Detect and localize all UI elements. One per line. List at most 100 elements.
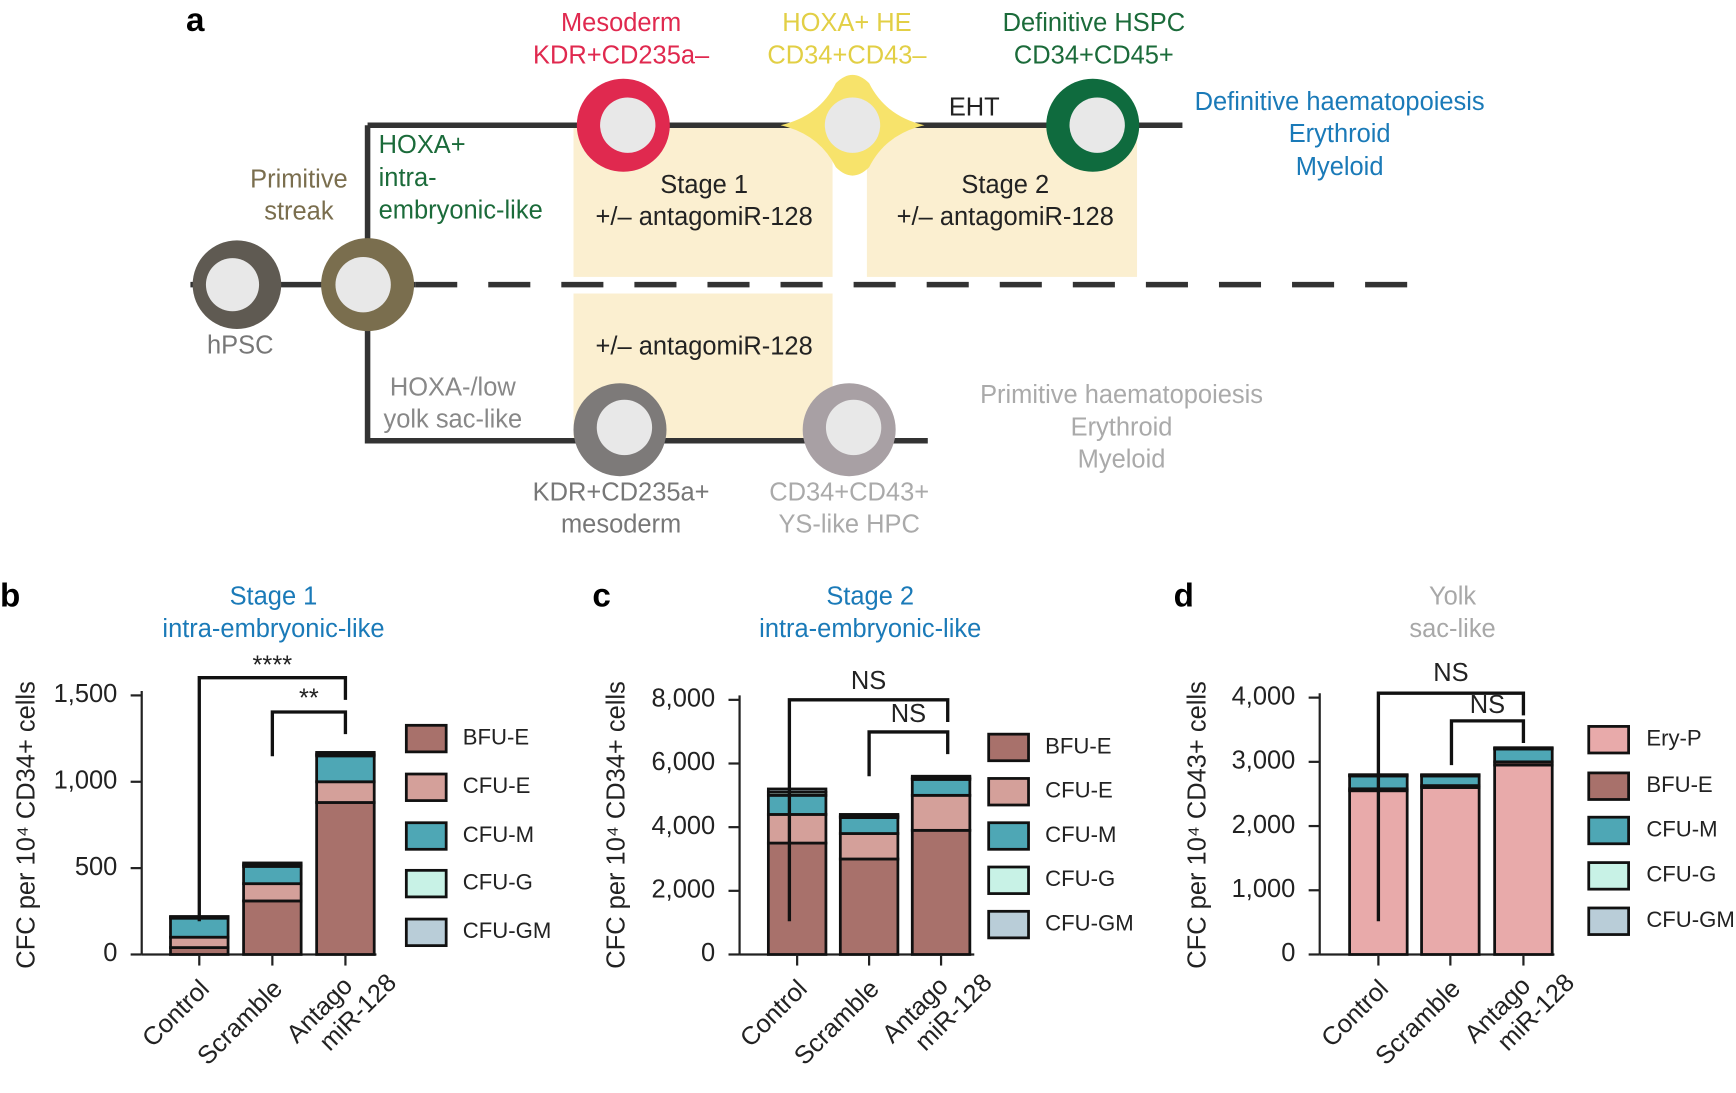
chart-title: intra-embryonic-like bbox=[162, 615, 384, 643]
y-tick-label: 0 bbox=[701, 939, 715, 967]
legend-swatch bbox=[404, 917, 448, 948]
chart-title: Stage 1 bbox=[230, 583, 318, 611]
label: Myeloid bbox=[1078, 445, 1166, 473]
legend-label: CFU-M bbox=[463, 822, 534, 847]
legend-swatch bbox=[1587, 771, 1630, 801]
panel-label: c bbox=[592, 578, 610, 615]
legend-label: CFU-GM bbox=[463, 918, 551, 943]
legend-label: CFU-M bbox=[1646, 816, 1717, 841]
panel-label: a bbox=[186, 2, 205, 39]
bar-segment bbox=[838, 857, 900, 956]
y-tick-label: 2,000 bbox=[652, 876, 716, 904]
significance-label: ** bbox=[299, 685, 319, 713]
chart-title: Yolk bbox=[1429, 583, 1476, 611]
y-tick-label: 1,000 bbox=[54, 766, 118, 794]
significance-label: **** bbox=[253, 651, 293, 679]
legend-label: CFU-E bbox=[1045, 778, 1113, 803]
y-tick-label: 4,000 bbox=[1232, 682, 1296, 710]
y-tick-label: 1,500 bbox=[54, 680, 118, 708]
legend-swatch bbox=[1587, 906, 1630, 936]
bar-segment bbox=[242, 865, 303, 886]
label: EHT bbox=[949, 93, 1000, 121]
legend-label: CFU-G bbox=[1646, 862, 1716, 887]
label: +/– antagomiR-128 bbox=[596, 332, 813, 360]
legend-swatch bbox=[1587, 815, 1630, 846]
diagram: a Mesoderm KDR+CD235a– HOXA+ HE CD34+CD4… bbox=[186, 2, 1485, 539]
bar-segment bbox=[1493, 747, 1554, 764]
bar-segment bbox=[315, 801, 376, 956]
legend-label: CFU-E bbox=[463, 773, 531, 798]
legend-label: BFU-E bbox=[1045, 733, 1111, 758]
y-axis-label: CFC per 10⁴ CD34+ cells bbox=[12, 681, 40, 969]
label: yolk sac-like bbox=[384, 406, 523, 434]
bar-segment bbox=[242, 861, 303, 867]
y-tick-label: 0 bbox=[1281, 939, 1295, 967]
label: Myeloid bbox=[1296, 153, 1384, 181]
bar-segment bbox=[315, 751, 376, 756]
label: streak bbox=[264, 197, 334, 225]
legend-swatch bbox=[404, 772, 448, 802]
legend-swatch bbox=[404, 868, 448, 899]
y-tick-label: 2,000 bbox=[1232, 811, 1296, 839]
legend-swatch bbox=[404, 821, 448, 851]
label: KDR+CD235a– bbox=[533, 41, 710, 69]
legend-label: CFU-G bbox=[1045, 866, 1115, 891]
significance-bracket bbox=[867, 730, 950, 777]
chart: b Stage 1 intra-embryonic-like CFC per 10⁴ … bbox=[0, 578, 551, 1071]
bar-segment bbox=[1420, 773, 1481, 777]
label: embryonic-like bbox=[379, 196, 543, 224]
significance-bracket bbox=[787, 698, 950, 922]
significance-label: NS bbox=[1470, 691, 1505, 719]
label: intra- bbox=[379, 164, 437, 192]
legend-swatch bbox=[987, 732, 1030, 763]
legend-label: CFU-M bbox=[1045, 822, 1116, 847]
bar-segment bbox=[169, 935, 230, 949]
legend-label: CFU-G bbox=[463, 869, 533, 894]
label: mesoderm bbox=[561, 511, 681, 539]
legend-swatch bbox=[1587, 725, 1630, 755]
label: CD34+CD43– bbox=[767, 41, 927, 69]
panel-label: d bbox=[1174, 578, 1194, 615]
legend-label: BFU-E bbox=[463, 724, 529, 749]
legend-swatch bbox=[987, 909, 1030, 940]
bar-segment bbox=[242, 899, 303, 956]
bar-segment bbox=[242, 882, 303, 903]
label: Definitive haematopoiesis bbox=[1195, 88, 1485, 116]
y-tick-label: 0 bbox=[103, 939, 117, 967]
label: Mesoderm bbox=[561, 9, 681, 37]
bar-segment bbox=[910, 774, 972, 780]
bar-segment bbox=[1420, 786, 1481, 956]
significance-bracket bbox=[197, 676, 348, 922]
label: Stage 1 bbox=[660, 171, 748, 199]
y-tick-label: 1,000 bbox=[1232, 875, 1296, 903]
bar-segment bbox=[766, 813, 828, 845]
chart-title: intra-embryonic-like bbox=[759, 615, 981, 643]
label: Primitive bbox=[250, 165, 348, 193]
y-axis-label: CFC per 10⁴ CD43+ cells bbox=[1184, 681, 1212, 968]
bar-segment bbox=[766, 787, 828, 794]
bar-segment bbox=[910, 778, 972, 797]
y-axis-label: CFC per 10⁴ CD34+ cells bbox=[603, 681, 631, 969]
bar-segment bbox=[766, 841, 828, 956]
legend-label: CFU-GM bbox=[1045, 910, 1133, 935]
bar-segment bbox=[315, 754, 376, 784]
x-tick-label: AntagomiR-128 bbox=[281, 948, 402, 1069]
significance-bracket bbox=[1449, 719, 1526, 766]
chart: c Stage 2 intra-embryonic-like CFC per 10⁴ … bbox=[592, 578, 1133, 1071]
label: +/– antagomiR-128 bbox=[596, 203, 813, 231]
bar-segment bbox=[1493, 763, 1554, 956]
chart: d Yolk sac-like CFC per 10⁴ CD43+ cells 0 1,0… bbox=[1174, 578, 1735, 1071]
label: HOXA+ HE bbox=[782, 9, 911, 37]
y-tick-label: 4,000 bbox=[652, 812, 716, 840]
significance-label: NS bbox=[1433, 659, 1468, 687]
label: CD34+CD43+ bbox=[769, 479, 929, 507]
legend-swatch bbox=[987, 777, 1030, 807]
y-tick-label: 3,000 bbox=[1232, 747, 1296, 775]
panel-label: b bbox=[0, 578, 20, 615]
label: Definitive HSPC bbox=[1003, 9, 1185, 37]
bar-segment bbox=[838, 832, 900, 861]
y-tick-label: 6,000 bbox=[652, 748, 716, 776]
label: HOXA+ bbox=[379, 131, 466, 159]
legend-label: CFU-GM bbox=[1646, 907, 1734, 932]
